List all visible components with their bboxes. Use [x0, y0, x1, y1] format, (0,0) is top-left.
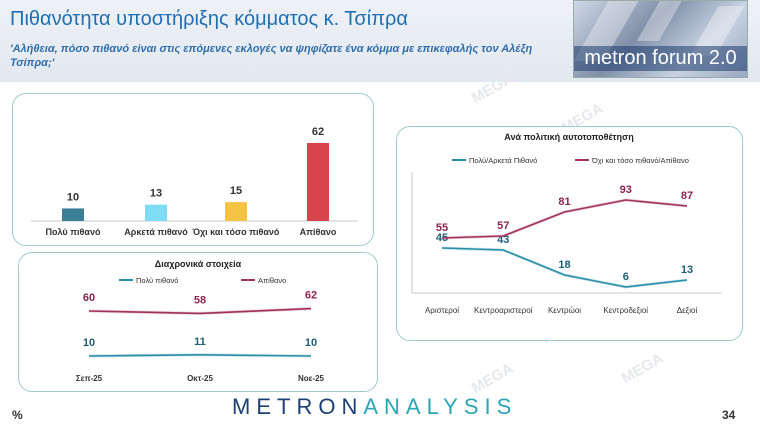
- bar-value-label: 13: [150, 188, 162, 200]
- trend-chart-panel: Διαχρονικά στοιχεία Πολύ πιθανό Απίθανο Σεπ…: [18, 252, 378, 392]
- trend-chart: Διαχρονικά στοιχεία Πολύ πιθανό Απίθανο Σεπ…: [76, 259, 325, 383]
- page-subtitle: 'Αλήθεια, πόσο πιθανό είναι στις επόμενε…: [10, 43, 533, 69]
- bar-category-label: Όχι και τόσο πιθανό: [192, 227, 280, 237]
- series-line: [441, 199, 688, 239]
- x-tick-label: Οκτ-25: [187, 374, 213, 383]
- series-line: [441, 247, 688, 288]
- data-label: 58: [194, 294, 206, 306]
- data-label: 43: [497, 234, 509, 246]
- ideology-chart: Ανά πολιτική αυτοτοποθέτηση Πολύ/Αρκετά Π…: [411, 132, 722, 315]
- data-label: 6: [623, 271, 629, 283]
- ideology-chart-panel: Ανά πολιτική αυτοτοποθέτηση Πολύ/Αρκετά Π…: [396, 126, 743, 341]
- bar-chart-panel: 10 Πολύ πιθανό 13 Αρκετά πιθανό 15 Όχι και τό…: [12, 93, 374, 246]
- data-label: 60: [83, 292, 95, 304]
- bar-chart: 10 Πολύ πιθανό 13 Αρκετά πιθανό 15 Όχι και τό…: [31, 126, 358, 237]
- metron-analysis-brand: METRONANALYSIS: [232, 394, 517, 420]
- watermark-text: MEGA: [468, 359, 517, 398]
- x-tick-label: Δεξιοί: [677, 306, 698, 315]
- bar-category-label: Πολύ πιθανό: [46, 227, 101, 237]
- data-label: 18: [558, 259, 570, 271]
- bar-value-label: 62: [312, 126, 324, 138]
- data-label: 57: [497, 220, 509, 232]
- legend-label: Πολύ πιθανό: [136, 276, 178, 285]
- page-number: 34: [722, 408, 736, 422]
- bar-value-label: 15: [230, 185, 242, 197]
- brand-analysis: ANALYSIS: [363, 394, 518, 419]
- series-line: [88, 353, 312, 357]
- bar-value-label: 10: [67, 191, 79, 203]
- bar-category-label: Απίθανο: [300, 227, 337, 237]
- legend-label: Όχι και τόσο πιθανό/Απίθανο: [591, 156, 689, 165]
- data-label: 13: [681, 264, 693, 276]
- data-label: 93: [620, 184, 632, 196]
- chart-title: Διαχρονικά στοιχεία: [155, 259, 242, 269]
- brand-metron: METRON: [232, 394, 364, 419]
- legend-label: Πολύ/Αρκετά Πιθανό: [469, 156, 537, 165]
- chart-title: Ανά πολιτική αυτοτοποθέτηση: [504, 132, 633, 142]
- data-label: 81: [558, 196, 570, 208]
- bar: [307, 143, 329, 221]
- bar: [62, 208, 84, 221]
- series-line: [88, 307, 312, 315]
- x-tick-label: Κεντρώοι: [548, 306, 581, 315]
- data-label: 55: [436, 222, 448, 234]
- percent-sign: %: [12, 408, 23, 422]
- data-label: 10: [305, 337, 317, 349]
- x-tick-label: Σεπ-25: [76, 374, 103, 383]
- x-tick-label: Κεντροαριστεροί: [474, 306, 533, 315]
- bar: [225, 202, 247, 221]
- metron-forum-logo: metron forum 2.0: [573, 0, 748, 78]
- legend-label: Απίθανο: [258, 276, 286, 285]
- bar: [145, 204, 167, 221]
- watermark-text: MEGA: [618, 349, 667, 388]
- x-tick-label: Κεντροδεξιοί: [603, 306, 648, 315]
- data-label: 62: [305, 290, 317, 302]
- x-tick-label: Αριστεροί: [425, 306, 459, 315]
- data-label: 10: [83, 337, 95, 349]
- x-tick-label: Νοε-25: [298, 374, 325, 383]
- bar-category-label: Αρκετά πιθανό: [124, 227, 188, 237]
- data-label: 87: [681, 190, 693, 202]
- data-label: 11: [194, 336, 206, 348]
- logo-text: metron forum 2.0: [574, 46, 747, 71]
- page-title: Πιθανότητα υποστήριξης κόμματος κ. Τσίπρ…: [10, 8, 408, 30]
